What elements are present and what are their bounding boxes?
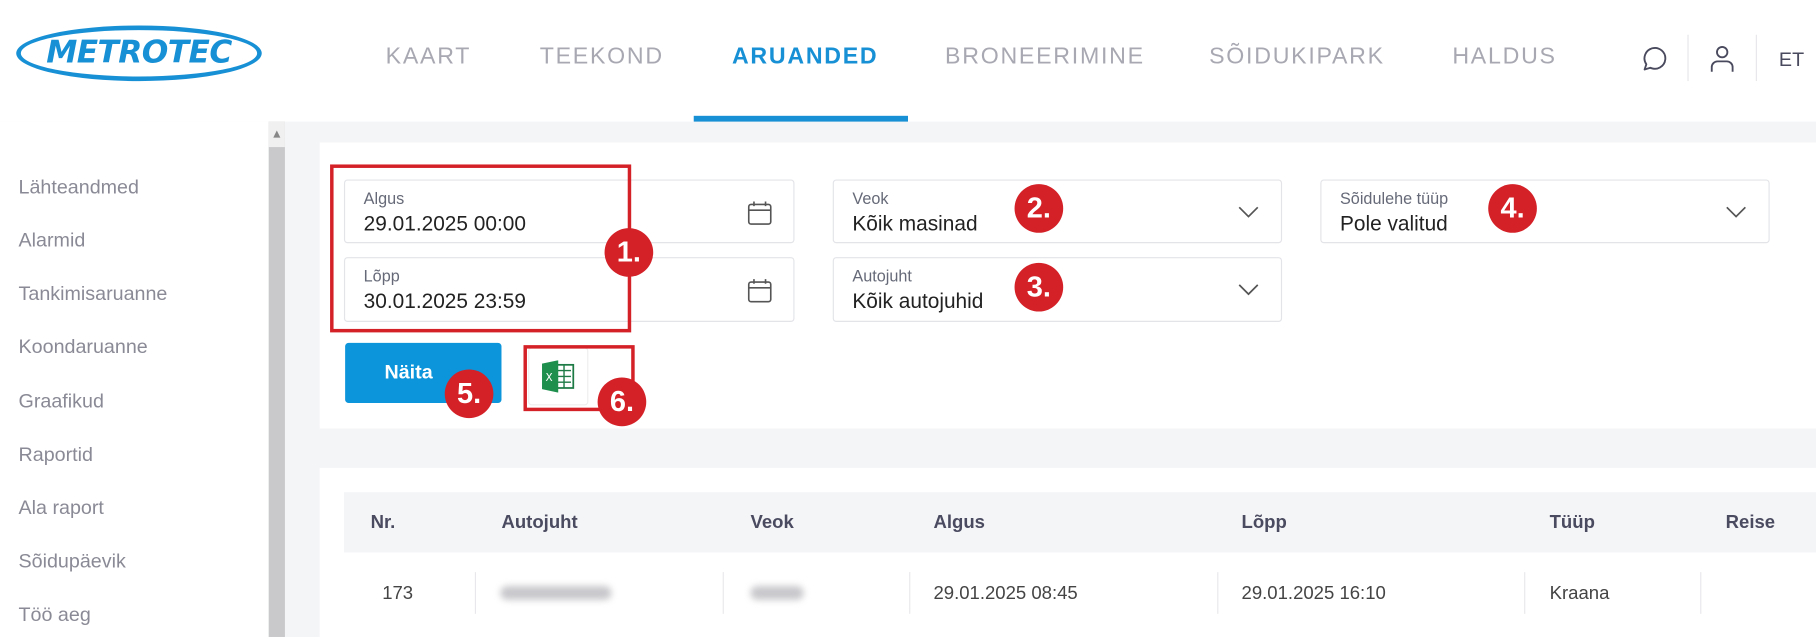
export-excel-button[interactable]: X bbox=[528, 347, 589, 406]
sidebar-item-tankimisaruanne[interactable]: Tankimisaruanne bbox=[18, 282, 168, 305]
annotation-badge-4: 4. bbox=[1488, 184, 1537, 233]
start-date-field[interactable]: Algus 29.01.2025 00:00 bbox=[343, 179, 795, 244]
col-veok[interactable]: Veok bbox=[750, 513, 794, 533]
sidebar-item-too-aeg[interactable]: Töö aeg bbox=[18, 603, 91, 626]
nav-haldus[interactable]: HALDUS bbox=[1452, 44, 1557, 70]
column-divider bbox=[474, 572, 477, 614]
active-tab-indicator bbox=[693, 115, 908, 122]
nav-aruanded[interactable]: ARUANDED bbox=[731, 44, 879, 70]
user-icon[interactable] bbox=[1708, 44, 1736, 74]
sheet-type-label: Sõidulehe tüüp bbox=[1339, 188, 1449, 208]
sidebar-item-soidupaevik[interactable]: Sõidupäevik bbox=[18, 550, 126, 573]
column-divider bbox=[1217, 572, 1219, 614]
nav-kaart[interactable]: KAART bbox=[385, 44, 472, 70]
vehicle-value: Kõik masinad bbox=[852, 211, 978, 236]
sheet-type-select[interactable]: Sõidulehe tüüp Pole valitud bbox=[1320, 179, 1770, 244]
sidebar-item-graafikud[interactable]: Graafikud bbox=[18, 390, 104, 413]
divider bbox=[1687, 34, 1689, 82]
svg-text:X: X bbox=[545, 372, 552, 384]
cell-driver-blurred bbox=[500, 586, 612, 600]
show-button-label: Näita bbox=[384, 361, 433, 384]
cell-start: 29.01.2025 08:45 bbox=[933, 583, 1078, 604]
annotation-badge-3: 3. bbox=[1014, 262, 1064, 312]
start-label: Algus bbox=[363, 188, 405, 208]
language-selector[interactable]: ET bbox=[1778, 48, 1805, 71]
end-date-field[interactable]: Lõpp 30.01.2025 23:59 bbox=[343, 257, 795, 322]
column-divider bbox=[909, 572, 911, 614]
divider bbox=[1755, 34, 1757, 82]
sidebar-item-alarmid[interactable]: Alarmid bbox=[18, 229, 86, 252]
nav-soidukipark[interactable]: SÕIDUKIPARK bbox=[1209, 44, 1385, 70]
sidebar-scrollbar[interactable] bbox=[268, 121, 285, 637]
cell-vehicle-blurred bbox=[750, 586, 804, 600]
nav-broneerimine[interactable]: BRONEERIMINE bbox=[945, 44, 1145, 70]
sidebar-item-koondaruanne[interactable]: Koondaruanne bbox=[18, 335, 148, 358]
annotation-badge-1: 1. bbox=[604, 228, 654, 277]
end-label: Lõpp bbox=[363, 266, 400, 285]
annotation-box-1 bbox=[330, 164, 632, 333]
col-algus[interactable]: Algus bbox=[933, 513, 985, 533]
chat-icon[interactable] bbox=[1639, 44, 1669, 74]
col-reise[interactable]: Reise bbox=[1725, 513, 1776, 533]
start-value: 29.01.2025 00:00 bbox=[363, 211, 526, 236]
top-header: METROTEC KAART TEEKOND ARUANDED BRONEERI… bbox=[0, 0, 1816, 122]
col-autojuht[interactable]: Autojuht bbox=[501, 513, 578, 533]
sidebar: Lähteandmed Alarmid Tankimisaruanne Koon… bbox=[0, 121, 269, 637]
scroll-up-arrow-icon[interactable]: ▲ bbox=[268, 121, 285, 148]
column-divider bbox=[722, 572, 724, 614]
sidebar-item-lahteandmed[interactable]: Lähteandmed bbox=[18, 176, 139, 199]
annotation-box-6 bbox=[523, 345, 635, 412]
table-header bbox=[343, 492, 1816, 553]
cell-type: Kraana bbox=[1549, 583, 1610, 604]
driver-label: Autojuht bbox=[852, 266, 912, 285]
cell-nr: 173 bbox=[382, 583, 414, 604]
column-divider bbox=[1524, 572, 1526, 614]
nav-teekond[interactable]: TEEKOND bbox=[539, 44, 664, 70]
metrotec-logo[interactable]: METROTEC bbox=[16, 25, 262, 82]
cell-end: 29.01.2025 16:10 bbox=[1241, 583, 1386, 604]
sidebar-item-raportid[interactable]: Raportid bbox=[18, 443, 93, 466]
driver-value: Kõik autojuhid bbox=[852, 289, 984, 313]
annotation-badge-2: 2. bbox=[1014, 184, 1064, 233]
col-lopp[interactable]: Lõpp bbox=[1241, 513, 1287, 533]
sheet-type-value: Pole valitud bbox=[1339, 211, 1448, 236]
column-divider bbox=[1700, 572, 1702, 614]
annotation-badge-5: 5. bbox=[444, 369, 494, 419]
col-nr[interactable]: Nr. bbox=[370, 513, 396, 533]
end-value: 30.01.2025 23:59 bbox=[363, 289, 526, 313]
annotation-badge-6: 6. bbox=[597, 377, 647, 427]
excel-icon: X bbox=[542, 360, 575, 393]
calendar-icon[interactable] bbox=[747, 278, 772, 303]
chevron-down-icon bbox=[1238, 284, 1259, 296]
sidebar-item-ala-raport[interactable]: Ala raport bbox=[18, 496, 104, 519]
col-tuup[interactable]: Tüüp bbox=[1549, 513, 1595, 533]
vehicle-label: Veok bbox=[852, 188, 889, 208]
chevron-down-icon bbox=[1238, 206, 1259, 218]
chevron-down-icon bbox=[1726, 206, 1746, 218]
calendar-icon[interactable] bbox=[747, 200, 772, 225]
